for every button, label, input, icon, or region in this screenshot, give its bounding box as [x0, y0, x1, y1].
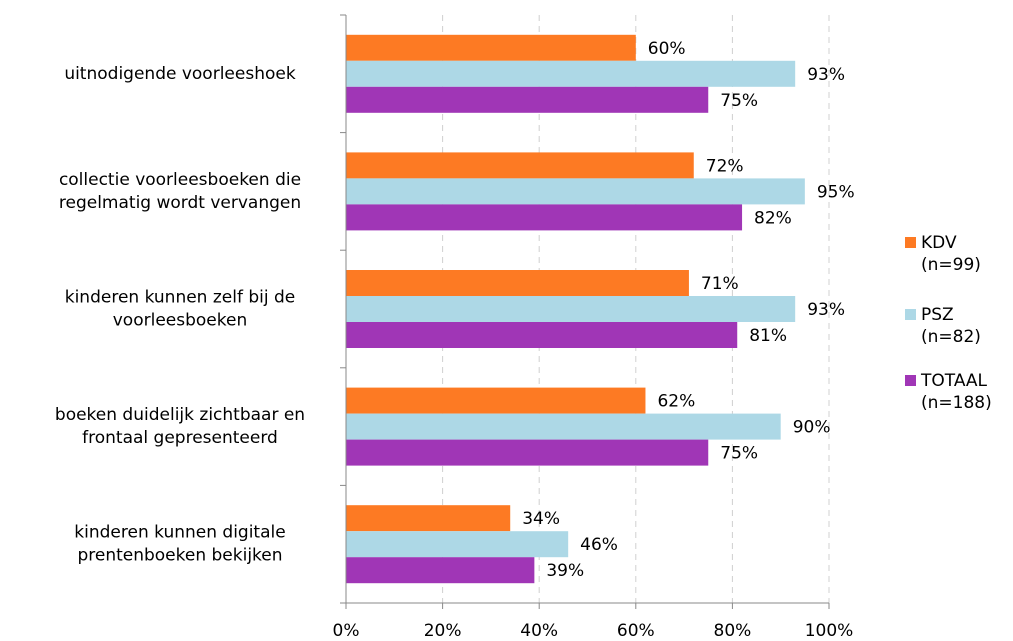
y-tick-label: kinderen kunnen zelf bij de voorleesboeke… — [65, 288, 296, 331]
value-label: 72% — [706, 156, 744, 176]
x-tick-label: 100% — [805, 621, 854, 641]
bar — [346, 34, 636, 61]
value-label: 75% — [720, 91, 758, 111]
y-tick-label-line: boeken duidelijk zichtbaar en — [55, 405, 305, 425]
legend-swatch — [905, 309, 916, 320]
value-label: 34% — [522, 509, 560, 529]
bar — [346, 60, 796, 87]
y-tick-label: kinderen kunnen digitale prentenboeken be… — [74, 523, 285, 566]
x-tick-label: 60% — [617, 621, 655, 641]
value-label: 95% — [817, 182, 855, 202]
legend-label-line: (n=99) — [921, 255, 981, 275]
value-label: 71% — [701, 274, 739, 294]
bar — [346, 322, 738, 348]
legend-label-line: KDV — [921, 233, 957, 253]
y-tick-label-line: regelmatig wordt vervangen — [59, 193, 301, 213]
bar — [346, 270, 689, 296]
legend-label: KDV (n=99) — [921, 233, 981, 275]
value-label: 75% — [720, 444, 758, 464]
y-tick-label: boeken duidelijk zichtbaar en frontaal ge… — [55, 405, 305, 448]
y-tick-label-line: kinderen kunnen zelf bij de — [65, 288, 296, 308]
value-label: 46% — [580, 535, 618, 555]
legend-label: TOTAAL (n=188) — [920, 371, 992, 413]
x-tick-label: 20% — [424, 621, 462, 641]
y-tick-label-line: prentenboeken bekijken — [77, 546, 282, 566]
x-tick-label: 80% — [714, 621, 752, 641]
value-label: 93% — [807, 65, 845, 85]
value-label: 90% — [793, 418, 831, 438]
bar — [346, 86, 709, 113]
y-tick-label: uitnodigende voorleeshoek — [64, 64, 296, 84]
x-tick-label: 40% — [520, 621, 558, 641]
y-tick-label-line: uitnodigende voorleeshoek — [64, 64, 296, 84]
y-tick-label-line: voorleesboeken — [113, 311, 247, 331]
x-tick-label: 0% — [333, 621, 360, 641]
bar — [346, 439, 709, 466]
y-tick-label: collectie voorleesboeken die regelmatig w… — [59, 170, 301, 213]
value-label: 60% — [648, 39, 686, 59]
bar — [346, 296, 796, 322]
legend-label: PSZ (n=82) — [921, 305, 981, 347]
value-label: 62% — [657, 392, 695, 412]
bar — [346, 557, 535, 584]
y-tick-label-line: kinderen kunnen digitale — [74, 523, 285, 543]
bar — [346, 152, 694, 179]
legend-label-line: (n=188) — [921, 393, 992, 413]
legend-swatch — [905, 237, 916, 248]
bar — [346, 178, 805, 205]
legend-label-line: TOTAAL — [920, 371, 988, 391]
value-label: 82% — [754, 208, 792, 228]
value-label: 93% — [807, 300, 845, 320]
y-tick-label-line: collectie voorleesboeken die — [59, 170, 301, 190]
value-label: 81% — [749, 326, 787, 346]
legend-label-line: (n=82) — [921, 327, 981, 347]
bar — [346, 204, 743, 231]
y-tick-label-line: frontaal gepresenteerd — [82, 428, 278, 448]
bar — [346, 505, 511, 532]
bar — [346, 531, 569, 558]
legend-swatch — [905, 375, 916, 386]
legend-label-line: PSZ — [921, 305, 954, 325]
bar — [346, 413, 781, 440]
value-label: 39% — [546, 561, 584, 581]
bar — [346, 387, 646, 414]
